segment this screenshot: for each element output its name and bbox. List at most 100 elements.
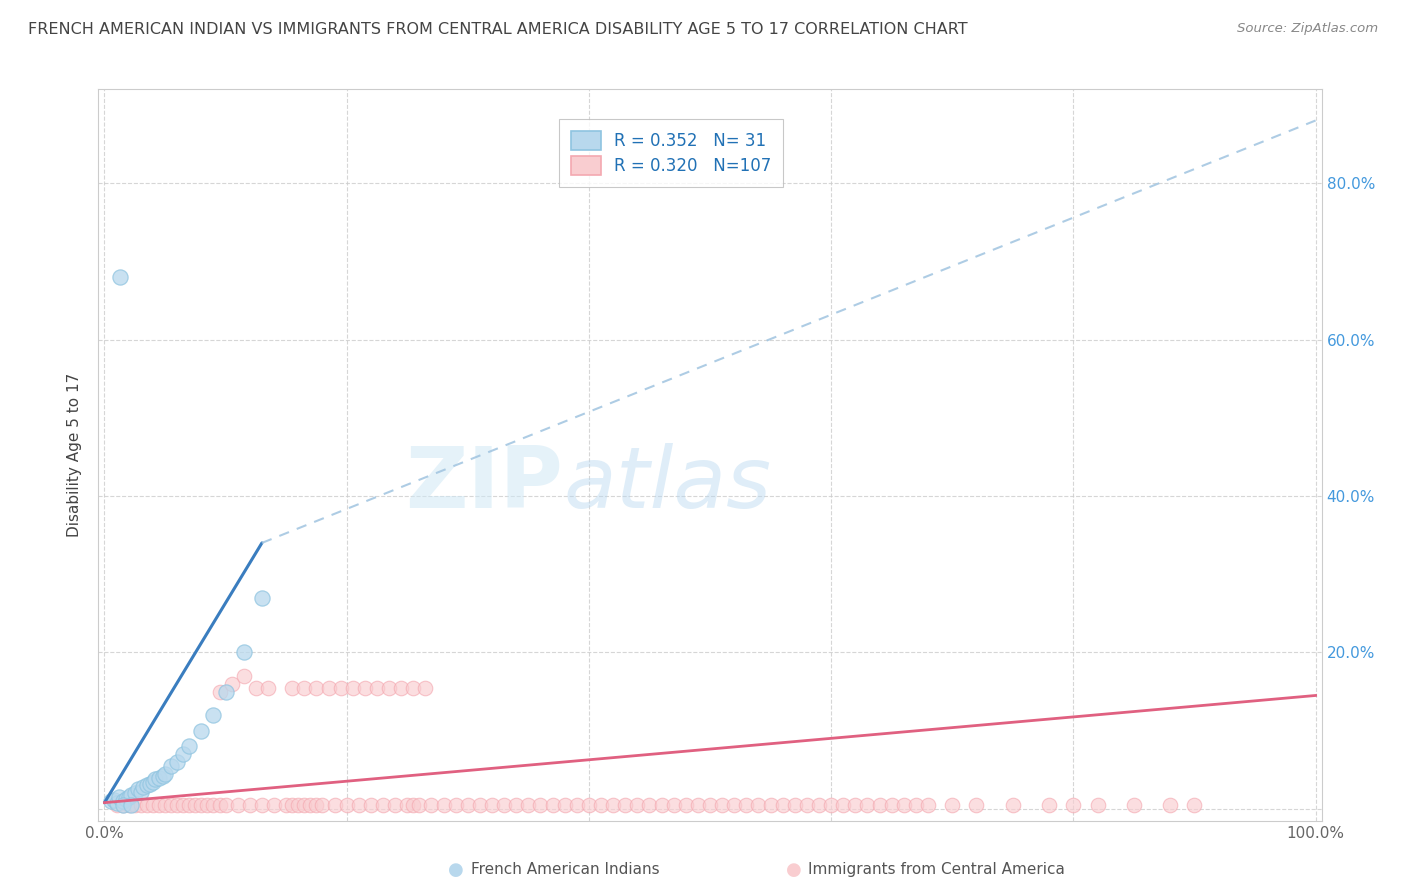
Point [143, 772, 166, 787]
Point [250, 591, 273, 605]
Point [153, 766, 176, 780]
Point [250, 797, 273, 812]
Point [832, 797, 855, 812]
Text: ●: ● [786, 861, 801, 879]
Point [281, 681, 304, 695]
Point [541, 797, 564, 812]
Point [105, 797, 128, 812]
Point [1001, 797, 1024, 812]
Point [711, 797, 734, 812]
Point [202, 708, 225, 723]
Point [457, 797, 479, 812]
Point [772, 797, 794, 812]
Point [208, 684, 231, 698]
Point [179, 797, 201, 812]
Point [662, 797, 685, 812]
Point [402, 797, 425, 812]
Point [148, 771, 170, 785]
Point [402, 681, 425, 695]
Point [127, 782, 149, 797]
Point [221, 677, 243, 691]
Point [299, 797, 322, 812]
Point [202, 797, 225, 812]
Point [554, 797, 576, 812]
Point [1122, 797, 1144, 812]
Point [111, 797, 134, 812]
Point [651, 797, 673, 812]
Point [305, 797, 328, 812]
Point [415, 681, 437, 695]
Point [323, 797, 346, 812]
Point [481, 797, 503, 812]
Point [747, 797, 769, 812]
Point [118, 797, 141, 812]
Text: ZIP: ZIP [405, 442, 564, 525]
Point [263, 797, 285, 812]
Point [699, 797, 721, 812]
Point [389, 681, 412, 695]
Point [129, 797, 152, 812]
Point [1038, 797, 1060, 812]
Point [723, 797, 745, 812]
Point [124, 797, 146, 812]
Point [1159, 797, 1181, 812]
Point [371, 797, 394, 812]
Point [120, 797, 142, 812]
Point [110, 269, 132, 284]
Point [384, 797, 406, 812]
Point [190, 723, 212, 738]
Point [103, 792, 125, 806]
Point [111, 794, 134, 808]
Point [408, 797, 430, 812]
Point [686, 797, 709, 812]
Point [172, 797, 194, 812]
Point [783, 797, 806, 812]
Point [966, 797, 988, 812]
Point [287, 797, 309, 812]
Y-axis label: Disability Age 5 to 17: Disability Age 5 to 17 [67, 373, 83, 537]
Point [366, 681, 388, 695]
Point [197, 797, 219, 812]
Point [468, 797, 491, 812]
Point [292, 681, 315, 695]
Point [148, 797, 170, 812]
Point [153, 797, 176, 812]
Point [318, 681, 340, 695]
Point [276, 797, 298, 812]
Point [432, 797, 454, 812]
Point [214, 797, 236, 812]
Point [893, 797, 915, 812]
Point [139, 777, 162, 791]
Point [869, 797, 891, 812]
Point [494, 797, 516, 812]
Point [444, 797, 467, 812]
Point [796, 797, 818, 812]
Point [208, 797, 231, 812]
Point [142, 774, 165, 789]
Point [1062, 797, 1084, 812]
Point [565, 797, 588, 812]
Point [638, 797, 661, 812]
Point [257, 681, 280, 695]
Point [129, 785, 152, 799]
Text: Source: ZipAtlas.com: Source: ZipAtlas.com [1237, 22, 1378, 36]
Point [232, 669, 254, 683]
Point [856, 797, 879, 812]
Point [578, 797, 600, 812]
Point [184, 797, 207, 812]
Point [820, 797, 842, 812]
Point [675, 797, 697, 812]
Point [142, 797, 165, 812]
Point [589, 797, 612, 812]
Point [336, 797, 359, 812]
Point [115, 791, 138, 805]
Point [239, 797, 262, 812]
Point [214, 684, 236, 698]
Point [152, 769, 174, 783]
Point [172, 747, 194, 761]
Text: Immigrants from Central America: Immigrants from Central America [808, 863, 1066, 877]
Point [941, 797, 963, 812]
Point [160, 759, 183, 773]
Point [420, 797, 443, 812]
Point [329, 681, 352, 695]
